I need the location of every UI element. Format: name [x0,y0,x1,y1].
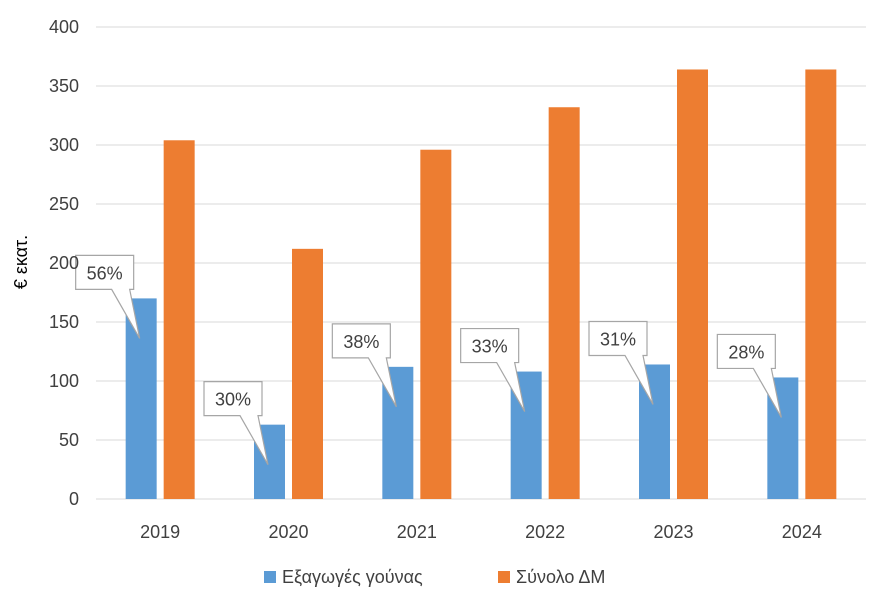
legend-label: Σύνολο ΔΜ [516,567,605,587]
legend-swatch [264,571,276,583]
y-axis-label: € εκατ. [11,235,31,289]
legend-item: Εξαγωγές γούνας [264,567,423,587]
y-tick-label: 350 [49,76,79,96]
callout-label: 31% [600,329,636,349]
bar-total [292,248,323,499]
share-callout: 56% [75,254,141,339]
y-tick-label: 150 [49,312,79,332]
callout-label: 33% [472,337,508,357]
data-callouts: 56% 30% 38% 33% 31% 28% [75,254,782,465]
x-tick-label: 2024 [782,522,822,542]
gridlines [96,26,866,500]
callout-label: 30% [215,390,251,410]
share-callout: 31% [588,320,654,405]
y-tick-label: 100 [49,371,79,391]
x-tick-label: 2023 [653,522,693,542]
callout-box [203,381,269,465]
legend: Εξαγωγές γούνας Σύνολο ΔΜ [264,567,605,587]
share-callout: 33% [460,327,526,412]
bars [125,69,837,500]
callout-box [588,320,654,405]
legend-swatch [498,571,510,583]
x-tick-label: 2020 [268,522,308,542]
y-tick-label: 50 [59,430,79,450]
callout-label: 56% [87,263,123,283]
x-tick-label: 2019 [140,522,180,542]
callout-label: 38% [343,332,379,352]
bar-exports [125,298,157,499]
bar-total [805,69,837,499]
share-callout: 38% [331,323,397,408]
x-tick-label: 2022 [525,522,565,542]
y-tick-label: 300 [49,135,79,155]
bar-total [548,107,580,500]
y-tick-label: 0 [69,489,79,509]
y-tick-label: 250 [49,194,79,214]
y-tick-label: 400 [49,17,79,37]
legend-label: Εξαγωγές γούνας [282,567,423,587]
share-callout: 28% [716,333,782,418]
bar-total [677,69,708,499]
callout-box [460,327,526,412]
callout-label: 28% [728,342,764,362]
x-tick-label: 2021 [397,522,437,542]
y-axis-ticks: 0 50 100 150 200 250 300 350 400 [49,17,79,509]
callout-box [716,333,782,418]
callout-box [331,323,397,408]
bar-total [420,149,452,499]
legend-item: Σύνολο ΔΜ [498,567,605,587]
bar-total [163,140,195,499]
share-callout: 30% [203,381,269,465]
y-tick-label: 200 [49,253,79,273]
x-axis-ticks: 2019 2020 2021 2022 2023 2024 [140,522,822,542]
callout-box [75,254,141,339]
